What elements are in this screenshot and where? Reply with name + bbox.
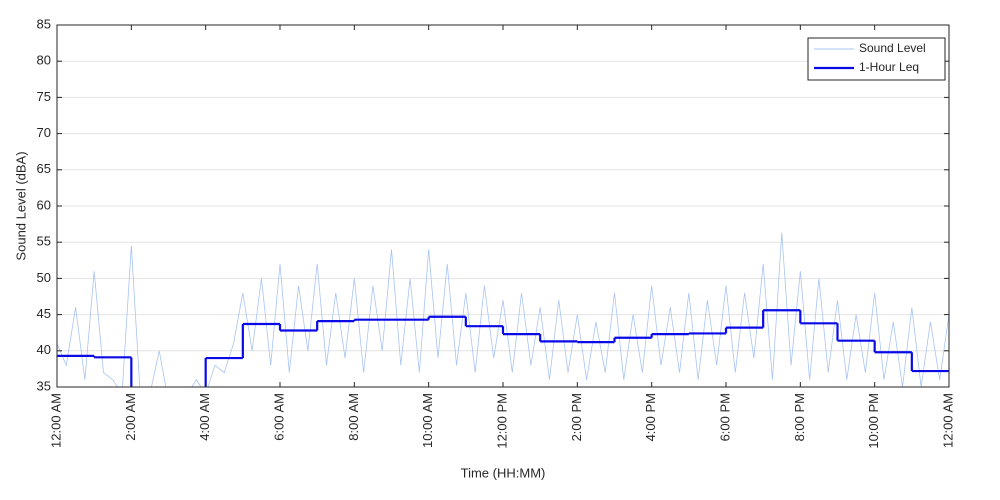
y-tick-label: 45: [37, 306, 51, 321]
x-axis-label: Time (HH:MM): [461, 465, 546, 480]
x-tick-label: 10:00 AM: [420, 393, 435, 448]
x-tick-label: 2:00 PM: [569, 393, 584, 441]
y-tick-label: 75: [37, 89, 51, 104]
y-tick-label: 40: [37, 342, 51, 357]
y-tick-label: 60: [37, 197, 51, 212]
x-tick-label: 6:00 PM: [717, 393, 732, 441]
x-tick-label: 12:00 AM: [48, 393, 63, 448]
x-tick-label: 6:00 AM: [271, 393, 286, 441]
legend-box: [807, 37, 946, 81]
x-tick-label: 4:00 AM: [197, 393, 212, 441]
x-tick-label: 12:00 PM: [494, 393, 509, 449]
y-tick-label: 35: [37, 378, 51, 393]
y-tick-label: 85: [37, 16, 51, 31]
sound-level-line: [57, 232, 949, 387]
y-axis-label: Sound Level (dBA): [13, 151, 28, 260]
x-tick-label: 10:00 PM: [866, 393, 881, 449]
y-tick-label: 80: [37, 53, 51, 68]
y-tick-label: 50: [37, 270, 51, 285]
x-tick-label: 4:00 PM: [643, 393, 658, 441]
y-tick-label: 65: [37, 161, 51, 176]
legend-label: Sound Level: [859, 41, 926, 55]
y-tick-label: 55: [37, 234, 51, 249]
x-tick-label: 2:00 AM: [123, 393, 138, 441]
x-tick-label: 8:00 AM: [346, 393, 361, 441]
x-tick-label: 8:00 PM: [792, 393, 807, 441]
x-tick-label: 12:00 AM: [940, 393, 955, 448]
legend-label: 1-Hour Leq: [859, 60, 919, 74]
y-tick-label: 70: [37, 125, 51, 140]
